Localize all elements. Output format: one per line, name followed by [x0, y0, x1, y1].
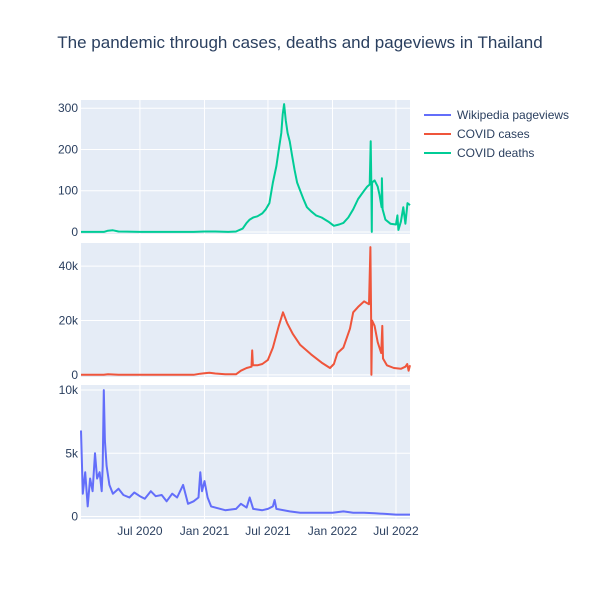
legend: Wikipedia pageviews COVID cases COVID deat…: [424, 108, 569, 160]
series-line: [81, 246, 411, 376]
subplot-covid-deaths: 0 100 200 300: [58, 100, 411, 239]
y-tick-label: 10k: [59, 383, 79, 397]
legend-item[interactable]: Wikipedia pageviews: [424, 108, 569, 122]
legend-item[interactable]: COVID cases: [424, 127, 530, 141]
legend-label: COVID deaths: [457, 146, 534, 160]
subplots: 0 100 200 300 0 20k 40k 0 5k 10k: [58, 100, 411, 523]
legend-label: COVID cases: [457, 127, 530, 141]
x-tick-label: Jul 2021: [245, 524, 291, 538]
x-tick-label: Jan 2022: [308, 524, 358, 538]
y-tick-label: 40k: [59, 259, 79, 273]
plot-background: [81, 385, 410, 519]
y-tick-label: 0: [71, 225, 78, 239]
plot-background: [81, 100, 410, 234]
y-tick-label: 5k: [65, 446, 79, 460]
subplot-wikipedia-pageviews: 0 5k 10k: [59, 383, 410, 523]
subplot-covid-cases: 0 20k 40k: [59, 243, 411, 382]
x-axis-ticks: Jul 2020 Jan 2021 Jul 2021 Jan 2022 Jul 2022: [117, 524, 419, 538]
y-tick-label: 20k: [59, 313, 79, 327]
y-tick-label: 0: [71, 368, 78, 382]
legend-label: Wikipedia pageviews: [457, 108, 569, 122]
y-tick-label: 200: [58, 142, 78, 156]
plot-background: [81, 243, 410, 377]
x-tick-label: Jul 2022: [373, 524, 419, 538]
y-tick-label: 300: [58, 101, 78, 115]
chart-title: The pandemic through cases, deaths and p…: [57, 33, 543, 52]
y-tick-label: 0: [71, 509, 78, 523]
x-tick-label: Jan 2021: [180, 524, 230, 538]
series-line: [81, 103, 411, 233]
legend-item[interactable]: COVID deaths: [424, 146, 534, 160]
x-tick-label: Jul 2020: [117, 524, 163, 538]
y-tick-label: 100: [58, 184, 78, 198]
series-line: [80, 389, 410, 516]
